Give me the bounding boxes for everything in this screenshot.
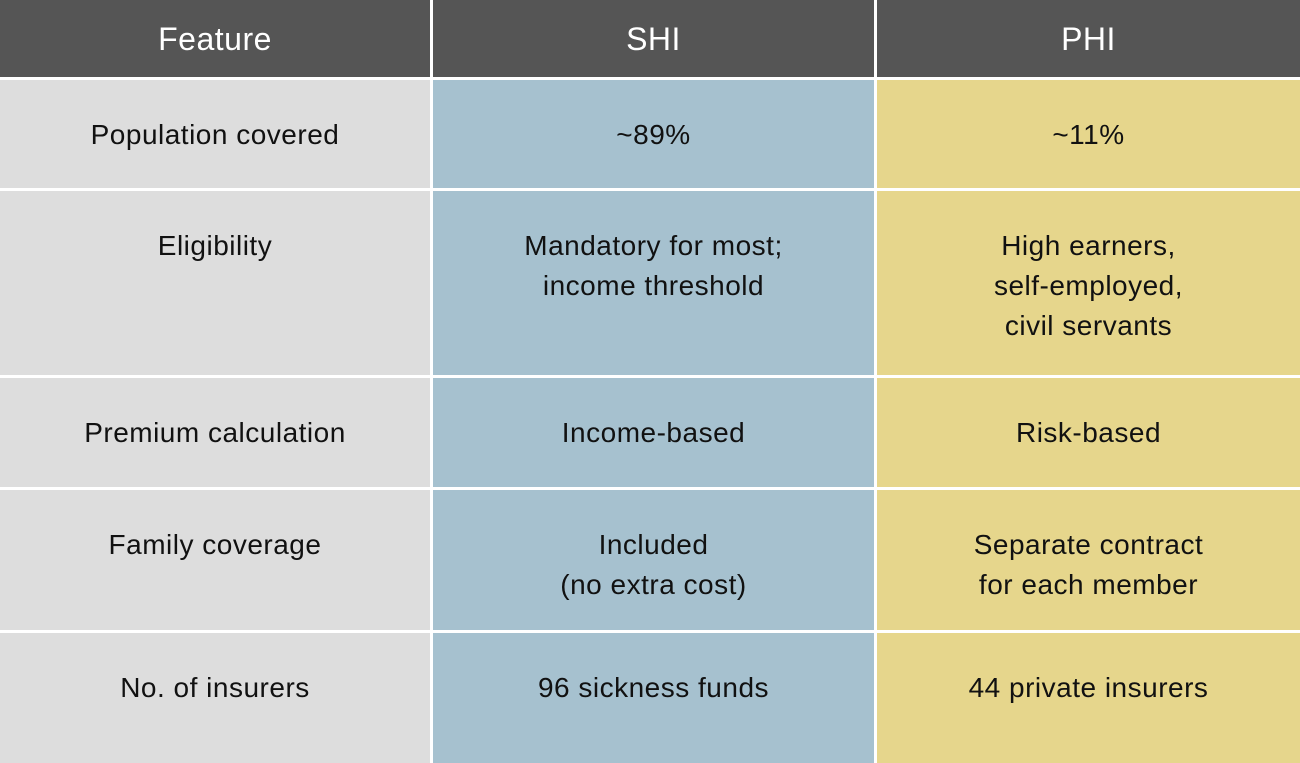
table-cell: Eligibility: [0, 191, 430, 375]
cell-text: No. of insurers: [120, 672, 310, 703]
table-cell: Family coverage: [0, 490, 430, 630]
cell-text: Mandatory for most;: [524, 230, 783, 261]
table-cell: Separate contract for each member: [877, 490, 1300, 630]
cell-text: Family coverage: [108, 529, 322, 560]
table-cell: Premium calculation: [0, 378, 430, 487]
table-cell: ~11%: [877, 80, 1300, 188]
table-cell: High earners, self-employed, civil servant…: [877, 191, 1300, 375]
cell-text: Income-based: [561, 417, 746, 448]
cell-text: Eligibility: [157, 230, 273, 261]
cell-text: Separate contract: [973, 529, 1204, 560]
header-cell: Feature: [0, 0, 430, 77]
cell-text: for each member: [978, 569, 1199, 600]
table-cell: Income-based: [433, 378, 874, 487]
cell-text: 44 private insurers: [968, 672, 1209, 703]
cell-text: Included: [598, 529, 709, 560]
cell-text: self-employed,: [993, 270, 1184, 301]
cell-text: ~11%: [1052, 119, 1125, 150]
cell-text: High earners,: [1001, 230, 1176, 261]
cell-text: income threshold: [542, 270, 765, 301]
cell-text: Risk-based: [1015, 417, 1162, 448]
cell-text: Premium calculation: [84, 417, 346, 448]
header-cell: PHI: [877, 0, 1300, 77]
table-cell: Risk-based: [877, 378, 1300, 487]
cell-text: ~89%: [616, 119, 691, 150]
table-cell: Population covered: [0, 80, 430, 188]
cell-text: Population covered: [90, 119, 340, 150]
cell-text: 96 sickness funds: [537, 672, 770, 703]
table-cell: 96 sickness funds: [433, 633, 874, 763]
table-cell: No. of insurers: [0, 633, 430, 763]
cell-text: (no extra cost): [560, 569, 747, 600]
table-cell: 44 private insurers: [877, 633, 1300, 763]
cell-text: civil servants: [1004, 310, 1173, 341]
header-cell: SHI: [433, 0, 874, 77]
table-cell: Mandatory for most; income threshold: [433, 191, 874, 375]
table-cell: ~89%: [433, 80, 874, 188]
table-cell: Included (no extra cost): [433, 490, 874, 630]
